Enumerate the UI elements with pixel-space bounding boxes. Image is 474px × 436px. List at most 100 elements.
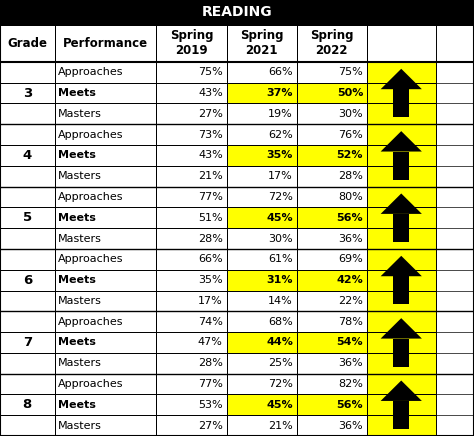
Bar (297, 166, 367, 187)
Polygon shape (381, 69, 422, 89)
Bar (367, 228, 436, 249)
Text: Masters: Masters (58, 421, 102, 431)
Bar (156, 395, 227, 415)
Text: 17%: 17% (268, 171, 293, 181)
Bar (0, 83, 55, 103)
Bar (156, 311, 227, 332)
Text: 35%: 35% (198, 275, 223, 285)
Text: 30%: 30% (338, 109, 363, 119)
Bar (227, 62, 297, 83)
Bar (156, 208, 227, 228)
Bar (297, 395, 367, 415)
Text: 14%: 14% (268, 296, 293, 306)
Text: 77%: 77% (198, 192, 223, 202)
Bar (0, 395, 55, 415)
Bar (227, 103, 297, 124)
Bar (367, 25, 436, 62)
Bar (393, 152, 410, 180)
Text: 35%: 35% (266, 150, 293, 160)
Bar (367, 395, 436, 415)
Bar (0, 166, 55, 187)
Text: Meets: Meets (58, 275, 96, 285)
Bar (227, 166, 297, 187)
Bar (156, 62, 227, 83)
Bar (156, 290, 227, 311)
Text: 47%: 47% (198, 337, 223, 347)
Text: Approaches: Approaches (58, 379, 124, 389)
Text: 75%: 75% (338, 67, 363, 77)
Text: Approaches: Approaches (58, 192, 124, 202)
Text: 50%: 50% (337, 88, 363, 98)
Bar (297, 311, 367, 332)
Bar (367, 124, 436, 145)
Bar (367, 290, 436, 311)
Text: 43%: 43% (198, 88, 223, 98)
Text: 45%: 45% (266, 400, 293, 410)
Bar (156, 103, 227, 124)
Text: 17%: 17% (198, 296, 223, 306)
Text: 36%: 36% (338, 234, 363, 244)
Bar (227, 228, 297, 249)
Bar (227, 187, 297, 208)
Bar (227, 311, 297, 332)
Bar (0, 187, 55, 208)
Bar (227, 415, 297, 436)
Bar (297, 270, 367, 290)
Bar (297, 124, 367, 145)
Bar (55, 25, 156, 62)
Bar (55, 166, 156, 187)
Bar (55, 187, 156, 208)
Bar (297, 62, 367, 83)
Text: 80%: 80% (338, 192, 363, 202)
Bar (55, 311, 156, 332)
Bar (55, 62, 156, 83)
Text: 72%: 72% (268, 379, 293, 389)
Text: Approaches: Approaches (58, 67, 124, 77)
Text: 68%: 68% (268, 317, 293, 327)
Text: 42%: 42% (337, 275, 363, 285)
Bar (156, 270, 227, 290)
Text: 37%: 37% (266, 88, 293, 98)
Text: 30%: 30% (268, 234, 293, 244)
Polygon shape (381, 318, 422, 339)
Bar (55, 374, 156, 395)
Bar (393, 214, 410, 242)
Bar (367, 145, 436, 166)
Text: 21%: 21% (198, 171, 223, 181)
Text: 78%: 78% (338, 317, 363, 327)
Text: Masters: Masters (58, 358, 102, 368)
Bar (297, 145, 367, 166)
Bar (0, 124, 55, 145)
Bar (367, 166, 436, 187)
Bar (0, 270, 55, 290)
Bar (227, 332, 297, 353)
Bar (367, 311, 436, 332)
Polygon shape (381, 381, 422, 401)
Bar (0, 103, 55, 124)
Text: 21%: 21% (268, 421, 293, 431)
Text: 72%: 72% (268, 192, 293, 202)
Text: READING: READING (202, 5, 272, 20)
Bar (55, 124, 156, 145)
Bar (297, 103, 367, 124)
Bar (297, 290, 367, 311)
Bar (156, 25, 227, 62)
Text: 5: 5 (23, 211, 32, 224)
Bar (0, 249, 55, 270)
Bar (297, 415, 367, 436)
Bar (55, 249, 156, 270)
Bar (297, 83, 367, 103)
Text: Spring
2019: Spring 2019 (170, 29, 213, 58)
Text: 31%: 31% (266, 275, 293, 285)
Bar (156, 332, 227, 353)
Text: 54%: 54% (337, 337, 363, 347)
Polygon shape (381, 256, 422, 276)
Text: Grade: Grade (7, 37, 47, 50)
Bar (55, 208, 156, 228)
Bar (156, 124, 227, 145)
Bar (227, 83, 297, 103)
Bar (55, 395, 156, 415)
Bar (0, 415, 55, 436)
Text: 3: 3 (23, 87, 32, 99)
Bar (55, 415, 156, 436)
